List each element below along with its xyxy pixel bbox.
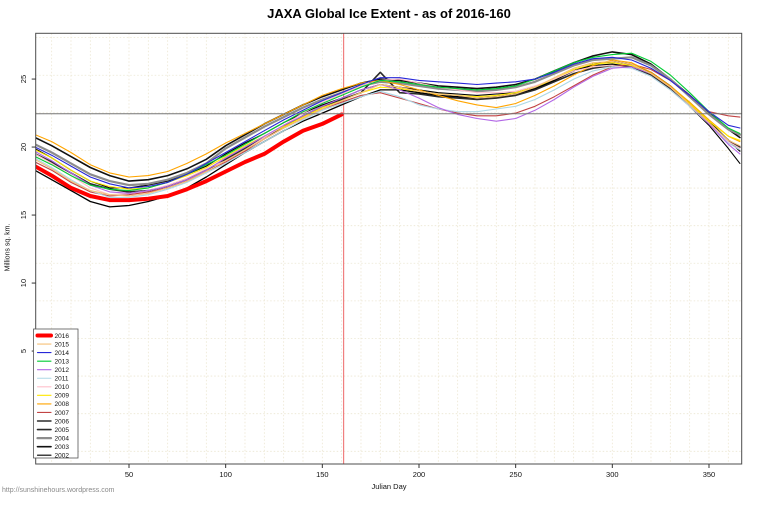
x-tick-label: 250: [509, 470, 522, 479]
x-tick-label: 300: [606, 470, 619, 479]
x-tick-label: 200: [413, 470, 426, 479]
series-2003: [35, 51, 741, 182]
legend-label-2008: 2008: [55, 401, 70, 408]
series-2013: [35, 52, 741, 192]
series-2004: [35, 56, 742, 187]
x-tick-label: 50: [125, 470, 133, 479]
x-tick-label: 150: [316, 470, 329, 479]
series-2015: [35, 60, 741, 197]
series-2008: [35, 59, 741, 178]
plot-border: [35, 32, 743, 465]
legend-label-2004: 2004: [55, 435, 70, 442]
legend-label-2014: 2014: [55, 350, 70, 357]
legend-label-2016: 2016: [55, 333, 70, 340]
page-title: JAXA Global Ice Extent - as of 2016-160: [267, 6, 511, 21]
legend-label-2013: 2013: [55, 358, 70, 365]
legend-label-2009: 2009: [55, 393, 70, 400]
y-tick-label: 5: [19, 349, 28, 353]
legend-label-2010: 2010: [55, 384, 70, 391]
x-tick-label: 100: [219, 470, 232, 479]
y-axis: 5 10 15 20 25: [19, 75, 36, 353]
series-2012: [35, 66, 741, 194]
x-tick-label: 350: [703, 470, 716, 479]
y-tick-label: 15: [19, 211, 28, 219]
y-tick-label: 20: [19, 143, 28, 151]
legend-label-2015: 2015: [55, 341, 70, 348]
legend-label-2012: 2012: [55, 367, 70, 374]
legend-label-2011: 2011: [55, 376, 69, 383]
legend-label-2002: 2002: [55, 453, 70, 460]
legend-label-2006: 2006: [55, 418, 70, 425]
x-axis: 50 100 150 200 250 300 350: [125, 464, 715, 479]
series-2014: [35, 56, 741, 189]
footer-url: http://sunshinehours.wordpress.com: [2, 487, 115, 494]
series-lines: [35, 51, 742, 208]
y-axis-label: Millions sq. km.: [4, 223, 12, 272]
y-tick-label: 25: [19, 75, 28, 83]
y-tick-label: 10: [19, 279, 28, 287]
x-axis-label: Julian Day: [371, 482, 407, 491]
legend-box: [33, 328, 79, 459]
legend-label-2007: 2007: [55, 410, 70, 417]
series-2016: [35, 112, 344, 203]
legend-label-2005: 2005: [55, 427, 70, 434]
grid: [35, 33, 742, 464]
series-2011: [35, 66, 741, 198]
legend-label-2003: 2003: [55, 444, 70, 451]
series-2005: [35, 64, 741, 193]
